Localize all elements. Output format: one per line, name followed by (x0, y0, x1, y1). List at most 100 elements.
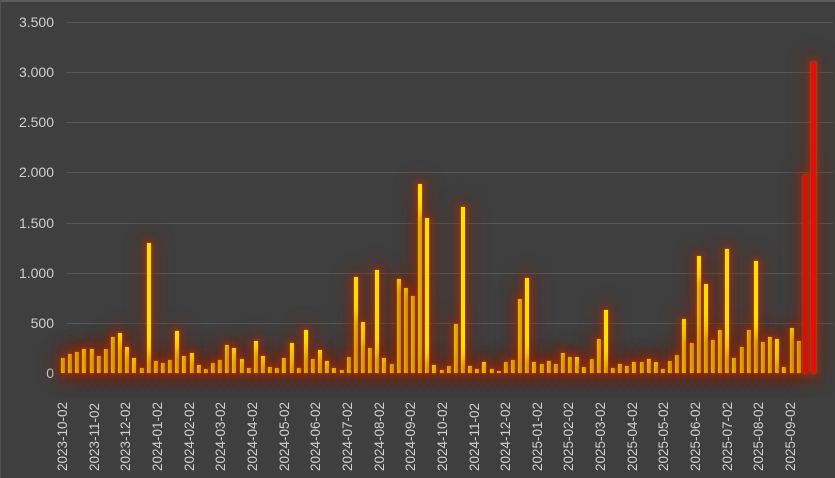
bar[interactable] (303, 330, 308, 373)
bar[interactable] (789, 328, 794, 373)
bar[interactable] (582, 367, 587, 373)
bar[interactable] (118, 333, 123, 373)
bar[interactable] (418, 184, 423, 373)
bar[interactable] (496, 371, 501, 373)
bar[interactable] (361, 322, 365, 373)
bar[interactable] (489, 369, 494, 373)
bar[interactable] (525, 278, 530, 373)
bar[interactable] (225, 345, 230, 373)
bar[interactable] (625, 366, 630, 373)
bar[interactable] (368, 348, 373, 373)
bar[interactable] (461, 207, 465, 373)
bar[interactable] (753, 261, 758, 373)
bar[interactable] (725, 249, 730, 373)
bar[interactable] (175, 331, 180, 373)
bar[interactable] (96, 356, 101, 373)
bar[interactable] (196, 365, 201, 373)
bar[interactable] (132, 358, 137, 373)
bar[interactable] (139, 368, 144, 373)
bar[interactable] (668, 361, 673, 373)
bar[interactable] (189, 353, 194, 373)
bar[interactable] (346, 357, 351, 373)
bar[interactable] (75, 352, 80, 373)
bar[interactable] (653, 362, 658, 373)
bar[interactable] (389, 364, 394, 373)
bar-highlighted[interactable] (803, 175, 809, 373)
bar[interactable] (339, 370, 344, 373)
bar[interactable] (639, 362, 644, 373)
bar[interactable] (82, 349, 87, 373)
bar[interactable] (453, 324, 458, 373)
bar[interactable] (425, 218, 430, 373)
bar[interactable] (182, 356, 187, 373)
bar[interactable] (632, 362, 637, 373)
bar[interactable] (618, 364, 623, 373)
bar[interactable] (153, 361, 158, 373)
bar[interactable] (518, 299, 523, 373)
bar[interactable] (589, 359, 594, 373)
bar[interactable] (232, 348, 237, 373)
bar[interactable] (446, 366, 451, 373)
bar[interactable] (261, 356, 265, 373)
bar[interactable] (575, 357, 580, 373)
bar[interactable] (596, 339, 601, 373)
bar[interactable] (768, 337, 773, 373)
bar[interactable] (703, 284, 708, 373)
bar-highlighted[interactable] (810, 62, 816, 373)
bar[interactable] (603, 310, 608, 373)
bar[interactable] (125, 347, 130, 373)
bar[interactable] (89, 349, 94, 373)
bar[interactable] (746, 330, 751, 373)
bar[interactable] (282, 358, 287, 373)
bar[interactable] (168, 360, 173, 373)
bar[interactable] (539, 364, 544, 373)
bar[interactable] (411, 296, 415, 373)
bar[interactable] (161, 363, 165, 373)
bar[interactable] (311, 359, 315, 373)
bar[interactable] (682, 319, 687, 373)
bar[interactable] (546, 361, 551, 373)
bar[interactable] (675, 355, 680, 373)
bar[interactable] (611, 368, 615, 373)
bar[interactable] (218, 360, 223, 373)
bar[interactable] (268, 367, 273, 373)
bar[interactable] (732, 358, 737, 373)
bar[interactable] (353, 277, 358, 373)
bar[interactable] (482, 362, 487, 373)
bar[interactable] (532, 362, 537, 373)
bar[interactable] (475, 369, 480, 373)
bar[interactable] (203, 369, 208, 373)
bar[interactable] (511, 360, 515, 373)
bar[interactable] (382, 358, 387, 373)
bar[interactable] (296, 368, 301, 373)
bar[interactable] (61, 358, 65, 373)
bar[interactable] (718, 330, 723, 373)
bar[interactable] (432, 365, 437, 373)
bar[interactable] (696, 256, 701, 373)
bar[interactable] (761, 342, 765, 373)
bar[interactable] (239, 359, 244, 373)
bar[interactable] (375, 270, 380, 373)
bar[interactable] (689, 343, 694, 373)
bar[interactable] (646, 359, 651, 373)
bar[interactable] (332, 368, 337, 373)
bar[interactable] (325, 361, 330, 373)
bar[interactable] (103, 349, 108, 373)
bar[interactable] (146, 243, 151, 373)
bar[interactable] (111, 337, 115, 373)
bar[interactable] (503, 362, 508, 373)
bar[interactable] (403, 288, 408, 373)
bar[interactable] (561, 353, 565, 373)
bar[interactable] (661, 369, 665, 373)
bar[interactable] (568, 357, 573, 373)
bar[interactable] (318, 350, 323, 373)
bar[interactable] (739, 347, 744, 373)
bar[interactable] (289, 343, 294, 373)
bar[interactable] (253, 341, 258, 373)
bar[interactable] (211, 363, 215, 373)
bar[interactable] (775, 339, 780, 373)
bar[interactable] (711, 340, 715, 373)
bar[interactable] (468, 366, 473, 373)
bar[interactable] (439, 370, 444, 373)
bar[interactable] (796, 341, 801, 373)
